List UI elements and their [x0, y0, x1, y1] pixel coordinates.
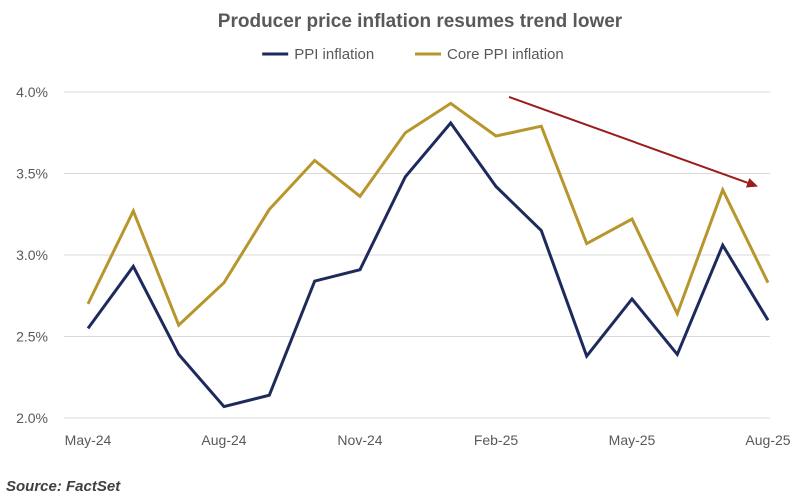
y-tick-label: 2.5%	[16, 329, 48, 345]
source-note: Source: FactSet	[6, 478, 121, 495]
y-tick-label: 4.0%	[16, 84, 48, 100]
gridlines	[64, 91, 770, 419]
x-tick-label: Aug-24	[201, 432, 246, 448]
y-tick-label: 3.0%	[16, 247, 48, 263]
x-tick-label: May-24	[65, 432, 112, 448]
x-axis: May-24 Aug-24 Nov-24 Feb-25 May-25 Aug-25	[65, 432, 791, 448]
trend-arrow-head	[745, 178, 758, 188]
y-tick-label: 2.0%	[16, 410, 48, 426]
legend-label: Core PPI inflation	[447, 46, 564, 63]
series-lines	[86, 101, 770, 409]
series-line-core-ppi	[86, 101, 770, 328]
y-axis: 2.0% 2.5% 3.0% 3.5% 4.0%	[16, 84, 48, 426]
legend-label: PPI inflation	[294, 46, 374, 63]
y-tick-label: 3.5%	[16, 166, 48, 182]
x-tick-label: Feb-25	[474, 432, 519, 448]
x-tick-label: May-25	[609, 432, 656, 448]
trend-arrow-shaft	[508, 95, 748, 184]
annotations	[508, 95, 758, 188]
chart-title: Producer price inflation resumes trend l…	[218, 11, 623, 32]
x-tick-label: Aug-25	[745, 432, 790, 448]
legend: PPI inflation Core PPI inflation	[262, 46, 564, 63]
series-line-ppi	[86, 120, 770, 409]
x-tick-label: Nov-24	[337, 432, 382, 448]
